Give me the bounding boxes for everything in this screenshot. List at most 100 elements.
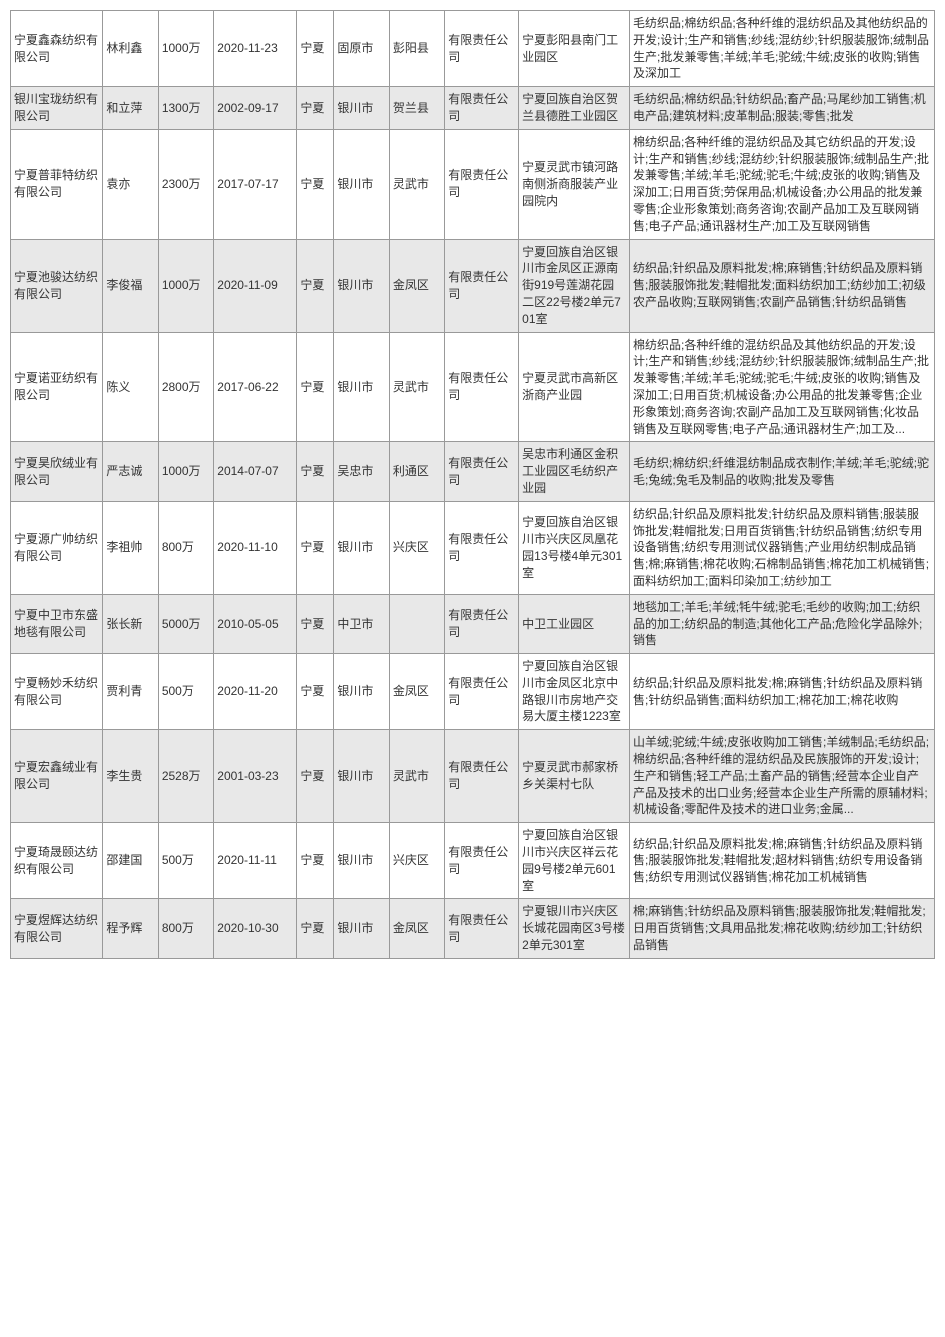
cell-district: [389, 594, 444, 653]
cell-type: 有限责任公司: [445, 594, 519, 653]
cell-district: 灵武市: [389, 332, 444, 442]
cell-date: 2020-11-10: [214, 501, 297, 594]
cell-type: 有限责任公司: [445, 87, 519, 130]
cell-capital: 2300万: [158, 129, 213, 239]
cell-district: 金凤区: [389, 654, 444, 730]
cell-province: 宁夏: [297, 442, 334, 501]
cell-province: 宁夏: [297, 823, 334, 899]
table-row: 宁夏诺亚纺织有限公司陈义2800万2017-06-22宁夏银川市灵武市有限责任公…: [11, 332, 935, 442]
cell-date: 2002-09-17: [214, 87, 297, 130]
cell-date: 2020-10-30: [214, 899, 297, 958]
cell-district: 兴庆区: [389, 823, 444, 899]
cell-person: 程予辉: [103, 899, 158, 958]
cell-person: 李生贵: [103, 730, 158, 823]
cell-date: 2014-07-07: [214, 442, 297, 501]
table-row: 宁夏池骏达纺织有限公司李俊福1000万2020-11-09宁夏银川市金凤区有限责…: [11, 239, 935, 332]
cell-capital: 1000万: [158, 239, 213, 332]
cell-company: 宁夏池骏达纺织有限公司: [11, 239, 103, 332]
cell-province: 宁夏: [297, 129, 334, 239]
table-row: 宁夏昊欣绒业有限公司严志诚1000万2014-07-07宁夏吴忠市利通区有限责任…: [11, 442, 935, 501]
cell-address: 宁夏彭阳县南门工业园区: [519, 11, 630, 87]
cell-district: 灵武市: [389, 129, 444, 239]
cell-capital: 2800万: [158, 332, 213, 442]
cell-address: 宁夏回族自治区贺兰县德胜工业园区: [519, 87, 630, 130]
cell-city: 固原市: [334, 11, 389, 87]
cell-scope: 纺织品;针织品及原料批发;棉;麻销售;针纺织品及原料销售;针纺织品销售;面料纺织…: [630, 654, 935, 730]
cell-province: 宁夏: [297, 501, 334, 594]
cell-scope: 纺织品;针织品及原料批发;棉;麻销售;针纺织品及原料销售;服装服饰批发;鞋帽批发…: [630, 823, 935, 899]
cell-district: 兴庆区: [389, 501, 444, 594]
cell-person: 李祖帅: [103, 501, 158, 594]
table-row: 宁夏鑫森纺织有限公司林利鑫1000万2020-11-23宁夏固原市彭阳县有限责任…: [11, 11, 935, 87]
cell-city: 银川市: [334, 899, 389, 958]
cell-scope: 地毯加工;羊毛;羊绒;牦牛绒;驼毛;毛纱的收购;加工;纺织品的加工;纺织品的制造…: [630, 594, 935, 653]
cell-address: 宁夏回族自治区银川市金凤区北京中路银川市房地产交易大厦主楼1223室: [519, 654, 630, 730]
cell-person: 李俊福: [103, 239, 158, 332]
cell-province: 宁夏: [297, 654, 334, 730]
cell-company: 宁夏畅妙禾纺织有限公司: [11, 654, 103, 730]
cell-company: 银川宝珑纺织有限公司: [11, 87, 103, 130]
cell-capital: 1000万: [158, 442, 213, 501]
cell-date: 2017-06-22: [214, 332, 297, 442]
cell-date: 2017-07-17: [214, 129, 297, 239]
cell-address: 宁夏回族自治区银川市兴庆区凤凰花园13号楼4单元301室: [519, 501, 630, 594]
cell-company: 宁夏鑫森纺织有限公司: [11, 11, 103, 87]
cell-company: 宁夏昊欣绒业有限公司: [11, 442, 103, 501]
table-row: 宁夏琦晟颐达纺织有限公司邵建国500万2020-11-11宁夏银川市兴庆区有限责…: [11, 823, 935, 899]
cell-scope: 毛纺织;棉纺织;纤维混纺制品成衣制作;羊绒;羊毛;驼绒;驼毛;兔绒;兔毛及制品的…: [630, 442, 935, 501]
cell-type: 有限责任公司: [445, 501, 519, 594]
cell-address: 中卫工业园区: [519, 594, 630, 653]
table-row: 宁夏源广帅纺织有限公司李祖帅800万2020-11-10宁夏银川市兴庆区有限责任…: [11, 501, 935, 594]
table-row: 宁夏中卫市东盛地毯有限公司张长新5000万2010-05-05宁夏中卫市有限责任…: [11, 594, 935, 653]
cell-date: 2001-03-23: [214, 730, 297, 823]
cell-address: 宁夏回族自治区银川市金凤区正源南街919号莲湖花园二区22号楼2单元701室: [519, 239, 630, 332]
cell-date: 2020-11-11: [214, 823, 297, 899]
cell-company: 宁夏琦晟颐达纺织有限公司: [11, 823, 103, 899]
cell-province: 宁夏: [297, 239, 334, 332]
cell-company: 宁夏源广帅纺织有限公司: [11, 501, 103, 594]
cell-person: 贾利青: [103, 654, 158, 730]
cell-city: 银川市: [334, 823, 389, 899]
cell-person: 严志诚: [103, 442, 158, 501]
cell-city: 中卫市: [334, 594, 389, 653]
cell-type: 有限责任公司: [445, 899, 519, 958]
cell-district: 彭阳县: [389, 11, 444, 87]
cell-type: 有限责任公司: [445, 442, 519, 501]
cell-date: 2020-11-09: [214, 239, 297, 332]
cell-district: 金凤区: [389, 899, 444, 958]
cell-date: 2020-11-20: [214, 654, 297, 730]
cell-district: 贺兰县: [389, 87, 444, 130]
cell-city: 银川市: [334, 129, 389, 239]
cell-city: 银川市: [334, 239, 389, 332]
cell-address: 吴忠市利通区金积工业园区毛纺织产业园: [519, 442, 630, 501]
cell-capital: 500万: [158, 654, 213, 730]
cell-type: 有限责任公司: [445, 654, 519, 730]
cell-address: 宁夏回族自治区银川市兴庆区祥云花园9号楼2单元601室: [519, 823, 630, 899]
cell-company: 宁夏中卫市东盛地毯有限公司: [11, 594, 103, 653]
cell-capital: 500万: [158, 823, 213, 899]
table-row: 宁夏煜辉达纺织有限公司程予辉800万2020-10-30宁夏银川市金凤区有限责任…: [11, 899, 935, 958]
cell-address: 宁夏银川市兴庆区长城花园南区3号楼2单元301室: [519, 899, 630, 958]
cell-province: 宁夏: [297, 332, 334, 442]
cell-date: 2010-05-05: [214, 594, 297, 653]
cell-capital: 2528万: [158, 730, 213, 823]
cell-type: 有限责任公司: [445, 332, 519, 442]
cell-type: 有限责任公司: [445, 823, 519, 899]
cell-scope: 毛纺织品;棉纺织品;针纺织品;畜产品;马尾纱加工销售;机电产品;建筑材料;皮革制…: [630, 87, 935, 130]
table-body: 宁夏鑫森纺织有限公司林利鑫1000万2020-11-23宁夏固原市彭阳县有限责任…: [11, 11, 935, 959]
cell-city: 吴忠市: [334, 442, 389, 501]
table-row: 宁夏普菲特纺织有限公司袁亦2300万2017-07-17宁夏银川市灵武市有限责任…: [11, 129, 935, 239]
cell-scope: 棉;麻销售;针纺织品及原料销售;服装服饰批发;鞋帽批发;日用百货销售;文具用品批…: [630, 899, 935, 958]
cell-type: 有限责任公司: [445, 11, 519, 87]
cell-scope: 纺织品;针织品及原料批发;棉;麻销售;针纺织品及原料销售;服装服饰批发;鞋帽批发…: [630, 239, 935, 332]
cell-city: 银川市: [334, 501, 389, 594]
company-data-table: 宁夏鑫森纺织有限公司林利鑫1000万2020-11-23宁夏固原市彭阳县有限责任…: [10, 10, 935, 959]
cell-capital: 800万: [158, 501, 213, 594]
cell-scope: 山羊绒;驼绒;牛绒;皮张收购加工销售;羊绒制品;毛纺织品;棉纺织品;各种纤维的混…: [630, 730, 935, 823]
cell-province: 宁夏: [297, 899, 334, 958]
cell-scope: 棉纺织品;各种纤维的混纺织品及其它纺织品的开发;设计;生产和销售;纱线;混纺纱;…: [630, 129, 935, 239]
cell-person: 张长新: [103, 594, 158, 653]
cell-scope: 纺织品;针织品及原料批发;针纺织品及原料销售;服装服饰批发;鞋帽批发;日用百货销…: [630, 501, 935, 594]
cell-district: 金凤区: [389, 239, 444, 332]
cell-scope: 毛纺织品;棉纺织品;各种纤维的混纺织品及其他纺织品的开发;设计;生产和销售;纱线…: [630, 11, 935, 87]
